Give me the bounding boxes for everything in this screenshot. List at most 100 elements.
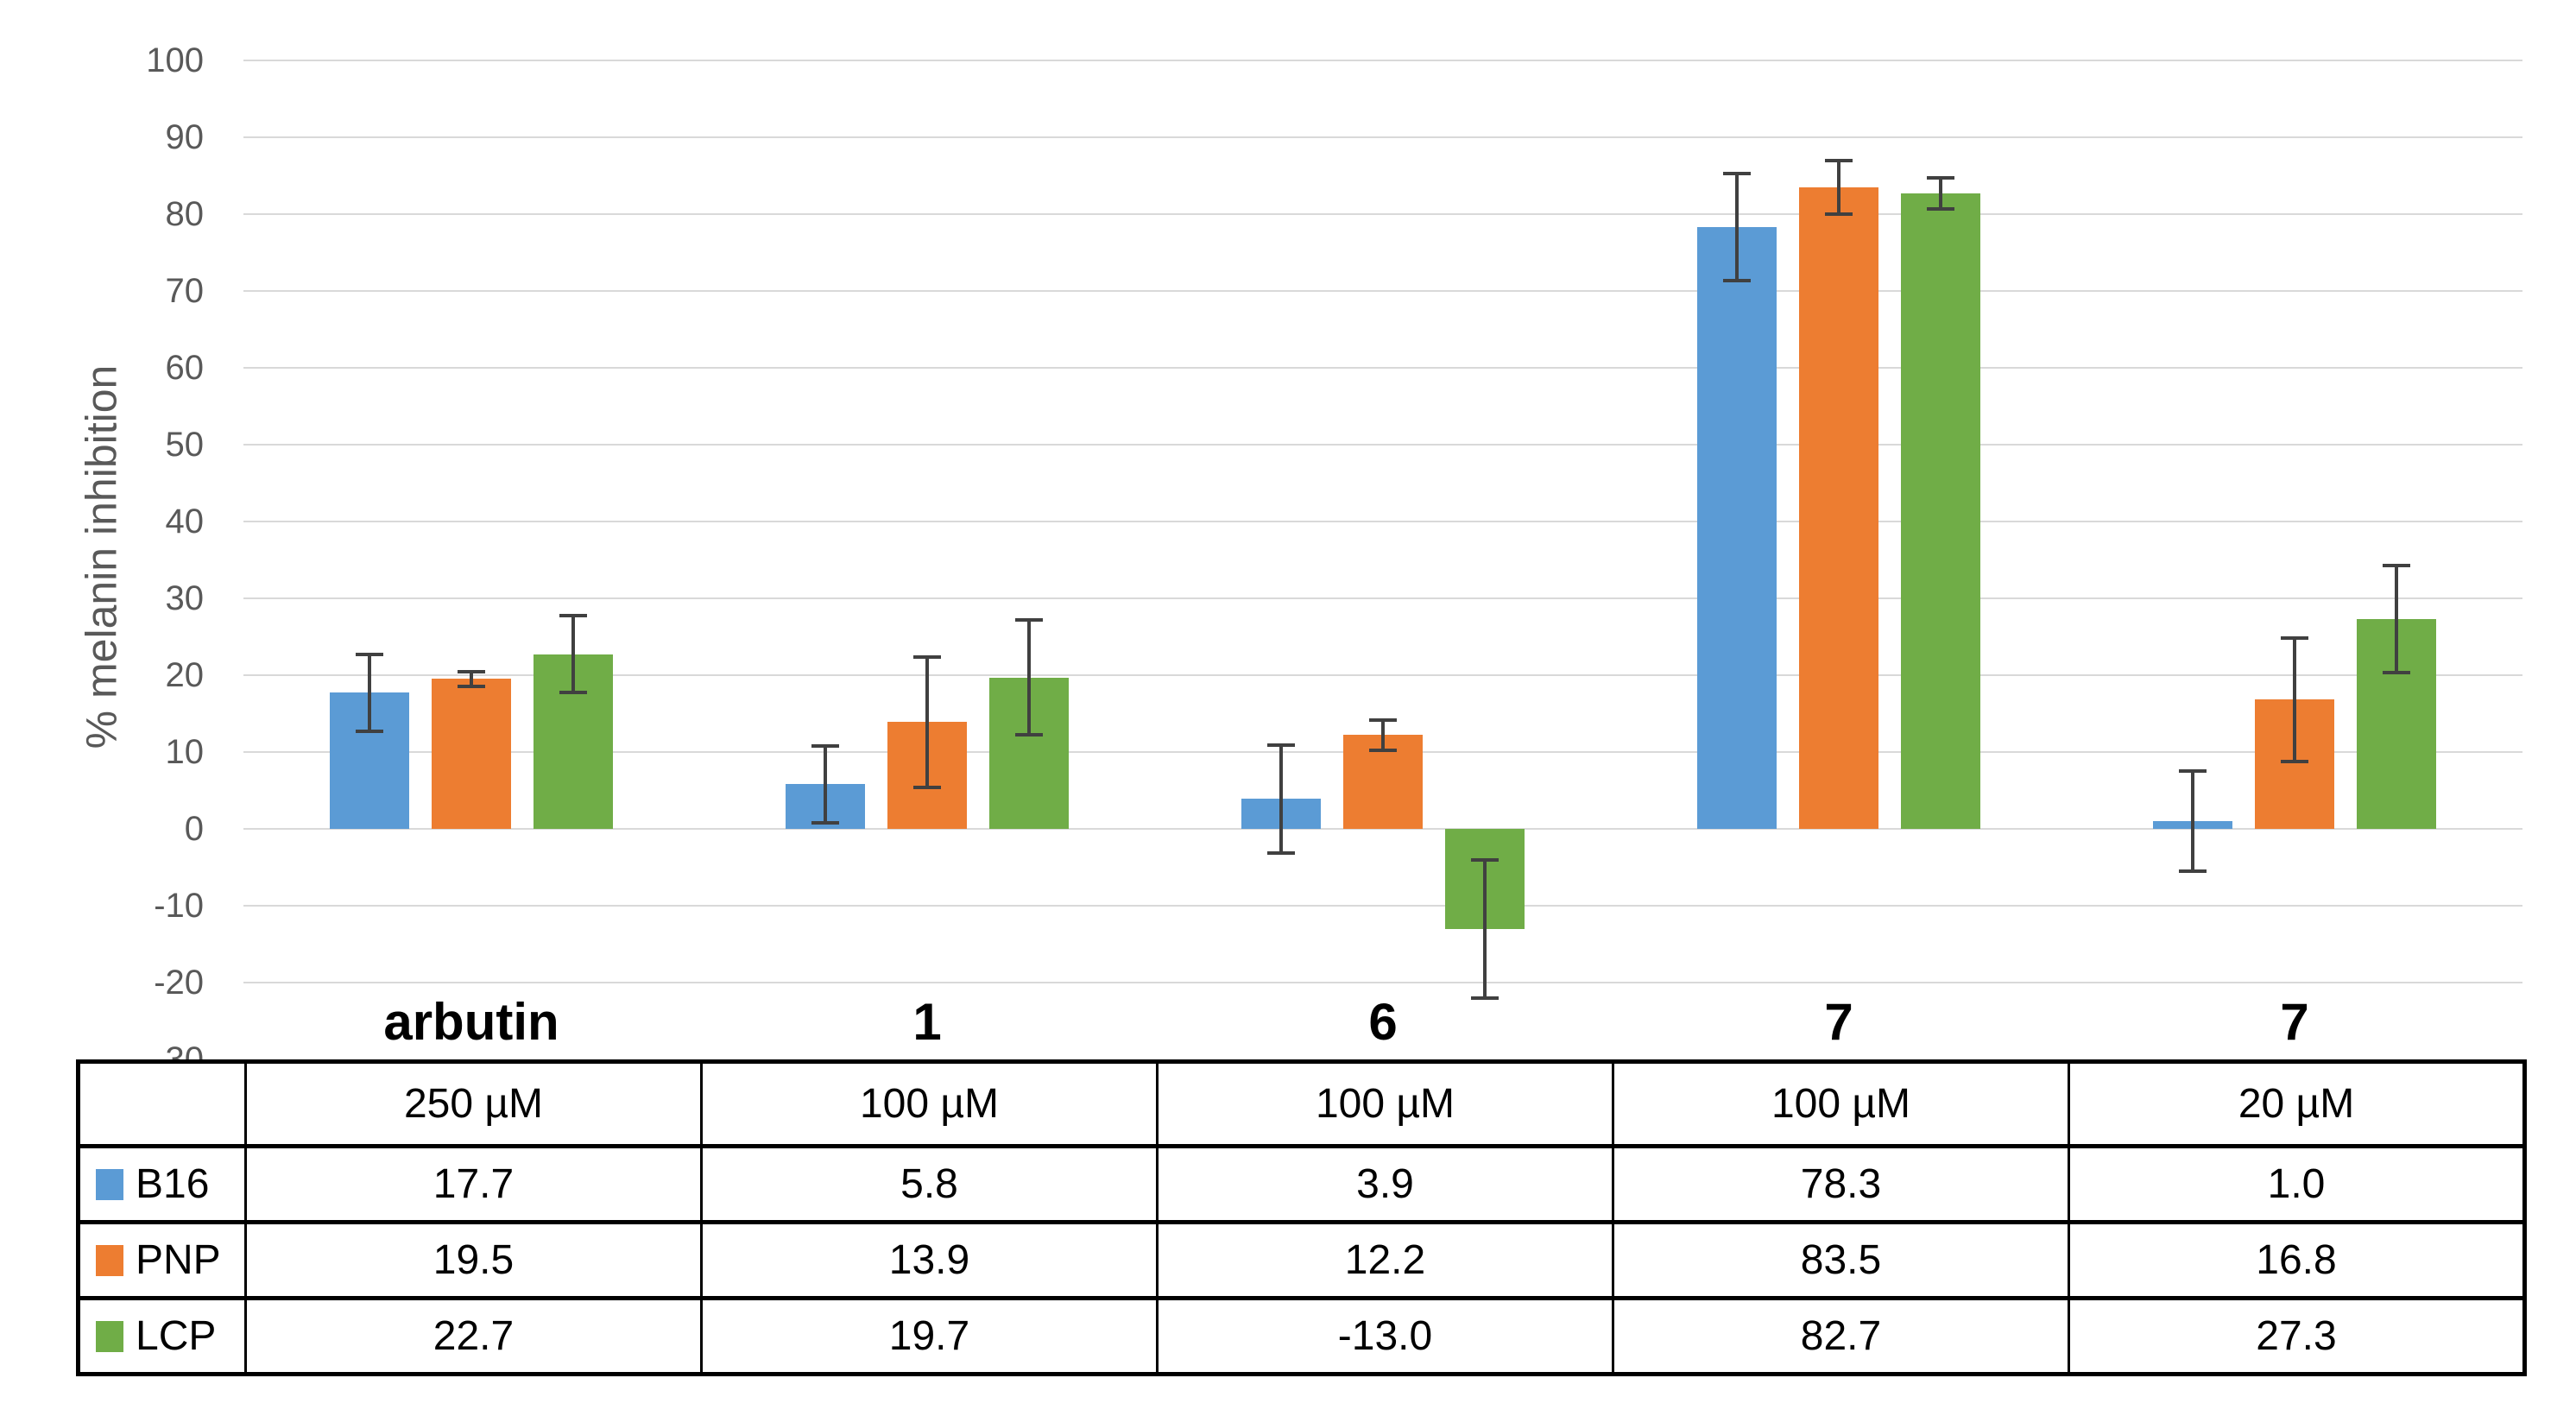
value-cell-lcp-1: 19.7 [700,1296,1159,1376]
error-bar-cap [1927,206,1954,211]
error-bar-cap [1927,176,1954,180]
gridline [243,597,2522,599]
error-bar [1027,619,1031,736]
concentration-cell-1: 100 µM [700,1059,1159,1148]
error-bar-cap [1015,733,1043,737]
legend-swatch-b16 [96,1168,123,1200]
bar-pnp-0 [432,679,511,829]
error-bar [2191,771,2194,871]
table-corner-empty [77,1059,247,1148]
category-label-2: 6 [1368,992,1398,1051]
y-tick-label: 40 [165,503,205,540]
value-cell-lcp-0: 22.7 [244,1296,703,1376]
series-header-wrap: B16 [81,1160,243,1208]
y-tick-label: 0 [184,810,204,848]
error-bar [824,745,827,823]
series-row-pnp: PNP 19.5 13.9 12.2 83.5 16.8 [77,1220,2526,1300]
error-bar-cap [1471,857,1499,862]
error-bar [368,654,371,731]
category-label-3: 7 [1824,992,1853,1051]
legend-swatch-pnp [96,1244,123,1276]
series-header-wrap: PNP [81,1236,243,1284]
gridline [243,674,2522,676]
error-bar-cap [356,729,383,733]
error-bar-cap [2383,563,2410,567]
series-header-pnp: PNP [77,1220,247,1300]
error-bar-cap [1471,996,1499,1000]
y-tick-label: 30 [165,579,205,617]
concentration-cell-0: 250 µM [244,1059,703,1148]
y-tick-label: 90 [165,118,205,156]
y-tick-label: -20 [154,964,204,1002]
series-name: PNP [136,1237,221,1283]
value-cell-lcp-4: 27.3 [2068,1296,2526,1376]
error-bar [2395,565,2398,673]
gridline [243,982,2522,983]
error-bar [1837,160,1840,214]
error-bar-cap [1723,171,1751,175]
gridline [243,905,2522,907]
error-bar-cap [1369,749,1397,753]
error-bar-cap [913,785,941,789]
value-cell-pnp-1: 13.9 [700,1220,1159,1300]
error-bar-cap [2281,636,2308,641]
error-bar [2293,638,2296,762]
error-bar [925,656,929,787]
bar-b16-3 [1697,227,1777,829]
error-bar-cap [458,669,485,673]
gridline [243,444,2522,446]
error-bar [1735,173,1739,281]
error-bar-cap [1369,717,1397,722]
error-bar-cap [2383,671,2410,675]
series-row-b16: B16 17.7 5.8 3.9 78.3 1.0 [77,1144,2526,1224]
category-label-4: 7 [2280,992,2309,1051]
series-header-lcp: LCP [77,1296,247,1376]
error-bar [571,616,575,693]
error-bar-cap [2179,869,2207,873]
y-tick-label: 10 [165,733,205,771]
y-tick-label: 70 [165,272,205,310]
error-bar-cap [2281,759,2308,763]
error-bar-cap [559,691,587,695]
error-bar-cap [1267,850,1295,855]
error-bar [1279,744,1283,853]
error-bar-cap [811,743,839,748]
gridline [243,290,2522,292]
series-row-lcp: LCP 22.7 19.7 -13.0 82.7 27.3 [77,1296,2526,1376]
concentration-cell-2: 100 µM [1156,1059,1614,1148]
bar-lcp-3 [1901,193,1980,829]
y-tick-label: -10 [154,887,204,925]
y-tick-label: 60 [165,349,205,387]
error-bar-cap [1015,617,1043,622]
series-name: LCP [136,1313,217,1359]
y-tick-label: 50 [165,426,205,464]
value-cell-lcp-2: -13.0 [1156,1296,1614,1376]
value-cell-b16-1: 5.8 [700,1144,1159,1224]
gridline [243,521,2522,522]
error-bar-cap [1267,743,1295,747]
gridline [243,213,2522,215]
concentration-row: 250 µM 100 µM 100 µM 100 µM 20 µM [77,1059,2526,1148]
value-cell-b16-4: 1.0 [2068,1144,2526,1224]
error-bar [1939,178,1942,209]
error-bar-cap [458,685,485,689]
gridline [243,136,2522,138]
error-bar [1483,859,1487,998]
error-bar [470,671,473,687]
error-bar-cap [1825,212,1853,216]
y-tick-label: 80 [165,195,205,233]
value-cell-lcp-3: 82.7 [1612,1296,2070,1376]
gridline [243,60,2522,61]
value-cell-b16-0: 17.7 [244,1144,703,1224]
category-label-0: arbutin [383,992,559,1051]
series-name: B16 [136,1161,210,1207]
value-cell-pnp-2: 12.2 [1156,1220,1614,1300]
series-header-b16: B16 [77,1144,247,1224]
error-bar-cap [1825,158,1853,162]
value-cell-pnp-0: 19.5 [244,1220,703,1300]
gridline [243,367,2522,369]
y-tick-label: 100 [146,41,204,79]
error-bar [1381,719,1385,751]
data-table: 250 µM 100 µM 100 µM 100 µM 20 µM B16 17.7 5.8 3… [76,1059,2527,1376]
